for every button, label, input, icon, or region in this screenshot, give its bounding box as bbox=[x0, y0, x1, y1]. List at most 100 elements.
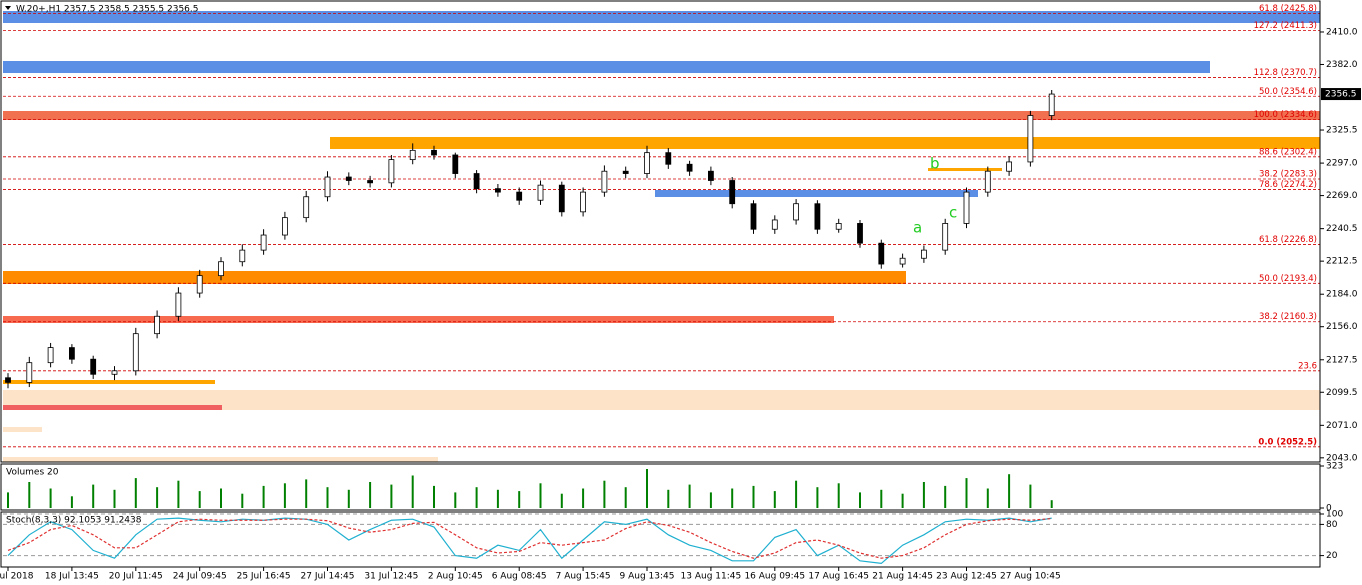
y-tick-label: 2212.5 bbox=[1326, 257, 1358, 267]
stoch-line bbox=[7, 517, 1052, 565]
candle-body bbox=[90, 358, 97, 375]
candle-body bbox=[1027, 115, 1034, 163]
zone bbox=[3, 427, 42, 432]
x-tick-label: 23 Aug 12:45 bbox=[936, 572, 997, 582]
zones bbox=[3, 11, 1320, 462]
y-tick-label: 2240.5 bbox=[1326, 224, 1358, 234]
x-tick-label: 21 Aug 14:45 bbox=[872, 572, 933, 582]
zone bbox=[3, 271, 906, 284]
candle-body bbox=[516, 191, 523, 201]
y-tick-label: 0 bbox=[1326, 504, 1332, 514]
x-tick-label: 20 Jul 11:45 bbox=[109, 572, 163, 582]
candle-body bbox=[494, 188, 501, 193]
y-tick-label: 323 bbox=[1326, 462, 1343, 472]
chart-title: W.20+,H1 2357.5 2358.5 2355.5 2356.5 bbox=[16, 5, 198, 15]
annotation: c bbox=[949, 204, 957, 222]
x-tick-label: 6 Aug 08:45 bbox=[492, 572, 547, 582]
candle-body bbox=[622, 170, 629, 174]
y-tick-label: 2410.0 bbox=[1326, 27, 1358, 37]
y-tick-label: 2382.0 bbox=[1326, 60, 1358, 70]
candle-body bbox=[729, 180, 736, 205]
fib-label: 50.0 (2193.4) bbox=[1259, 274, 1317, 284]
zone bbox=[3, 390, 1320, 410]
candle-body bbox=[26, 362, 33, 383]
x-tick-label: 27 Jul 14:45 bbox=[301, 572, 355, 582]
x-tick-label: 31 Jul 12:45 bbox=[364, 572, 418, 582]
candle-body bbox=[771, 219, 778, 230]
zone bbox=[3, 11, 1320, 23]
candle-body bbox=[963, 191, 970, 224]
y-tick-label: 2184.0 bbox=[1326, 290, 1358, 300]
candle-body bbox=[984, 170, 991, 193]
candle-body bbox=[303, 196, 310, 219]
zone bbox=[3, 316, 834, 323]
candle-body bbox=[47, 347, 54, 364]
panel-frame bbox=[0, 511, 1321, 568]
candle-body bbox=[154, 315, 161, 335]
candle-body bbox=[814, 203, 821, 230]
candle-body bbox=[324, 176, 331, 198]
candle-body bbox=[345, 176, 352, 181]
candle-body bbox=[175, 292, 182, 317]
candle-body bbox=[239, 249, 246, 263]
fib-label: 112.8 (2370.7) bbox=[1254, 68, 1317, 78]
candle-body bbox=[899, 257, 906, 265]
x-tick-label: 9 Aug 13:45 bbox=[620, 572, 675, 582]
panel-frame bbox=[0, 0, 1321, 463]
candle-body bbox=[750, 203, 757, 230]
candle-body bbox=[5, 377, 11, 383]
x-tick-label: 25 Jul 16:45 bbox=[237, 572, 291, 582]
candle-body bbox=[1048, 93, 1055, 116]
candle-body bbox=[111, 370, 118, 375]
fib-label: 38.2 (2160.3) bbox=[1259, 312, 1317, 322]
fib-label: 127.2 (2411.3) bbox=[1254, 21, 1317, 31]
x-tick-label: 2 Aug 10:45 bbox=[428, 572, 483, 582]
zone bbox=[3, 380, 215, 384]
x-tick-label: 13 Aug 11:45 bbox=[681, 572, 742, 582]
candle-body bbox=[665, 152, 672, 165]
zone bbox=[3, 111, 1320, 120]
candle-body bbox=[281, 217, 288, 236]
candle-body bbox=[857, 223, 863, 244]
y-tick-label: 2043.0 bbox=[1326, 453, 1358, 463]
candle-body bbox=[644, 152, 650, 174]
candle-body bbox=[196, 275, 203, 294]
stoch-line bbox=[7, 517, 1052, 559]
annotation: b bbox=[930, 155, 940, 173]
candle-body bbox=[580, 191, 586, 213]
last-price: 2356.5 bbox=[1325, 90, 1357, 100]
y-tick-label: 2099.5 bbox=[1326, 388, 1358, 398]
panel-title: Volumes 20 bbox=[6, 468, 59, 478]
layer: 61.8 (2425.8) 127.2 (2411.3) 112.8 (2370.7… bbox=[0, 4, 1361, 582]
last-price-box bbox=[1321, 88, 1361, 101]
fib-label: 78.6 (2274.2) bbox=[1259, 180, 1317, 190]
candle-body bbox=[218, 261, 224, 277]
x-tick-label: 16 Aug 09:45 bbox=[744, 572, 805, 582]
candle-body bbox=[409, 149, 416, 161]
zone bbox=[330, 137, 1320, 149]
panel-title: Stoch(8,3,3) 92.1053 91.2438 bbox=[6, 516, 142, 526]
zone bbox=[3, 61, 1210, 73]
y-tick-label: 100 bbox=[1326, 510, 1343, 520]
x-tick-label: 16 Jul 2018 bbox=[0, 572, 34, 582]
zone bbox=[3, 405, 222, 410]
annotation: a bbox=[913, 219, 922, 237]
candle-body bbox=[708, 170, 714, 181]
candle-body bbox=[835, 223, 842, 230]
zone bbox=[928, 168, 1002, 171]
x-tick-label: 24 Jul 09:45 bbox=[173, 572, 227, 582]
zone bbox=[655, 190, 978, 197]
y-tick-label: 2127.5 bbox=[1326, 355, 1358, 365]
y-tick-label: 2269.0 bbox=[1326, 191, 1358, 201]
y-tick-label: 80 bbox=[1326, 520, 1338, 530]
fib-label: 50.0 (2354.6) bbox=[1259, 87, 1317, 97]
fib-label: 88.6 (2302.4) bbox=[1259, 147, 1317, 157]
candle-body bbox=[260, 234, 267, 251]
candle-body bbox=[601, 170, 608, 193]
x-tick-label: 18 Jul 13:45 bbox=[45, 572, 99, 582]
candle-body bbox=[558, 184, 565, 213]
y-tick-label: 20 bbox=[1326, 551, 1338, 561]
fib-label: 61.8 (2425.8) bbox=[1259, 4, 1317, 14]
menu-arrow bbox=[5, 6, 11, 10]
